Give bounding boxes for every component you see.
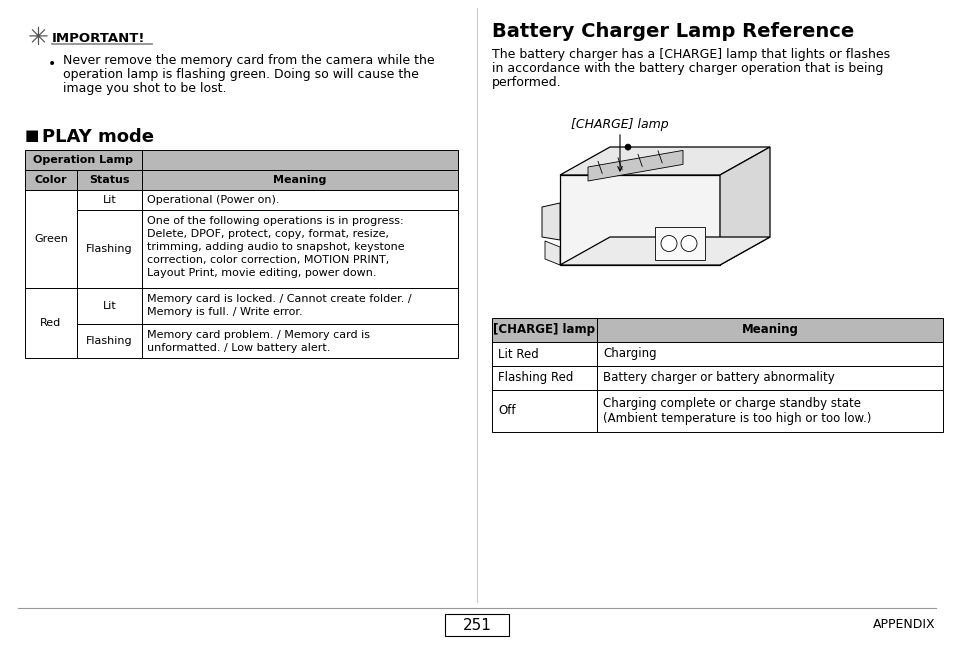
Text: performed.: performed. — [492, 76, 561, 89]
Bar — [142, 288, 457, 324]
Bar — [142, 170, 457, 190]
Bar — [142, 190, 457, 210]
Bar — [77, 170, 142, 190]
Bar — [25, 288, 77, 358]
Bar — [655, 227, 704, 260]
Text: Memory card is locked. / Cannot create folder. /: Memory card is locked. / Cannot create f… — [147, 294, 411, 304]
Text: Flashing: Flashing — [86, 244, 132, 254]
Text: Lit Red: Lit Red — [497, 348, 538, 360]
Text: ■: ■ — [25, 128, 39, 143]
Polygon shape — [587, 151, 682, 181]
Bar — [492, 366, 597, 390]
Polygon shape — [559, 237, 769, 265]
Text: Meaning: Meaning — [273, 175, 326, 185]
Bar — [142, 210, 457, 288]
Circle shape — [680, 236, 697, 251]
Text: PLAY mode: PLAY mode — [42, 128, 153, 146]
Bar — [492, 318, 597, 342]
Polygon shape — [559, 147, 769, 175]
Text: Meaning: Meaning — [740, 324, 798, 337]
Text: Battery Charger Lamp Reference: Battery Charger Lamp Reference — [492, 22, 853, 41]
Text: in accordance with the battery charger operation that is being: in accordance with the battery charger o… — [492, 62, 882, 75]
Text: Memory card problem. / Memory card is: Memory card problem. / Memory card is — [147, 330, 370, 340]
Text: Delete, DPOF, protect, copy, format, resize,: Delete, DPOF, protect, copy, format, res… — [147, 229, 389, 239]
Text: correction, color correction, MOTION PRINT,: correction, color correction, MOTION PRI… — [147, 255, 389, 265]
Text: Charging: Charging — [602, 348, 656, 360]
Text: 251: 251 — [462, 618, 491, 632]
Polygon shape — [559, 175, 720, 265]
Circle shape — [660, 236, 677, 251]
Text: Color: Color — [34, 175, 68, 185]
Text: APPENDIX: APPENDIX — [872, 618, 935, 632]
Bar — [77, 288, 142, 324]
Bar — [77, 210, 142, 288]
Bar — [142, 150, 457, 170]
Polygon shape — [541, 203, 559, 240]
Text: unformatted. / Low battery alert.: unformatted. / Low battery alert. — [147, 343, 330, 353]
Bar — [597, 390, 942, 432]
Text: Battery charger or battery abnormality: Battery charger or battery abnormality — [602, 371, 834, 384]
Text: operation lamp is flashing green. Doing so will cause the: operation lamp is flashing green. Doing … — [63, 68, 418, 81]
Bar — [142, 324, 457, 358]
Bar — [597, 318, 942, 342]
Text: The battery charger has a [CHARGE] lamp that lights or flashes: The battery charger has a [CHARGE] lamp … — [492, 48, 889, 61]
Text: IMPORTANT!: IMPORTANT! — [52, 32, 146, 45]
Text: Lit: Lit — [103, 301, 116, 311]
Text: Red: Red — [40, 318, 62, 328]
Bar — [597, 366, 942, 390]
Text: (Ambient temperature is too high or too low.): (Ambient temperature is too high or too … — [602, 412, 870, 425]
Bar — [25, 190, 77, 288]
Text: •: • — [48, 57, 56, 71]
Bar — [25, 170, 77, 190]
Text: ✳: ✳ — [28, 26, 49, 50]
Bar — [25, 150, 142, 170]
Text: Operation Lamp: Operation Lamp — [33, 155, 133, 165]
Text: [CHARGE] lamp: [CHARGE] lamp — [571, 118, 668, 131]
Bar — [492, 390, 597, 432]
Text: Layout Print, movie editing, power down.: Layout Print, movie editing, power down. — [147, 268, 376, 278]
Bar — [444, 614, 509, 636]
Text: Memory is full. / Write error.: Memory is full. / Write error. — [147, 307, 302, 317]
Bar — [597, 342, 942, 366]
Text: Green: Green — [34, 234, 68, 244]
Text: Off: Off — [497, 404, 515, 417]
Text: Flashing Red: Flashing Red — [497, 371, 573, 384]
Text: trimming, adding audio to snapshot, keystone: trimming, adding audio to snapshot, keys… — [147, 242, 404, 252]
Text: [CHARGE] lamp: [CHARGE] lamp — [493, 324, 595, 337]
Text: Operational (Power on).: Operational (Power on). — [147, 195, 279, 205]
Bar — [77, 190, 142, 210]
Text: Never remove the memory card from the camera while the: Never remove the memory card from the ca… — [63, 54, 435, 67]
Bar — [492, 342, 597, 366]
Text: image you shot to be lost.: image you shot to be lost. — [63, 82, 226, 95]
Polygon shape — [544, 241, 559, 265]
Text: Lit: Lit — [103, 195, 116, 205]
Polygon shape — [720, 147, 769, 265]
Text: Charging complete or charge standby state: Charging complete or charge standby stat… — [602, 397, 861, 410]
Bar — [77, 324, 142, 358]
Text: Status: Status — [90, 175, 130, 185]
Circle shape — [624, 144, 630, 150]
Text: Flashing: Flashing — [86, 336, 132, 346]
Text: One of the following operations is in progress:: One of the following operations is in pr… — [147, 216, 403, 226]
